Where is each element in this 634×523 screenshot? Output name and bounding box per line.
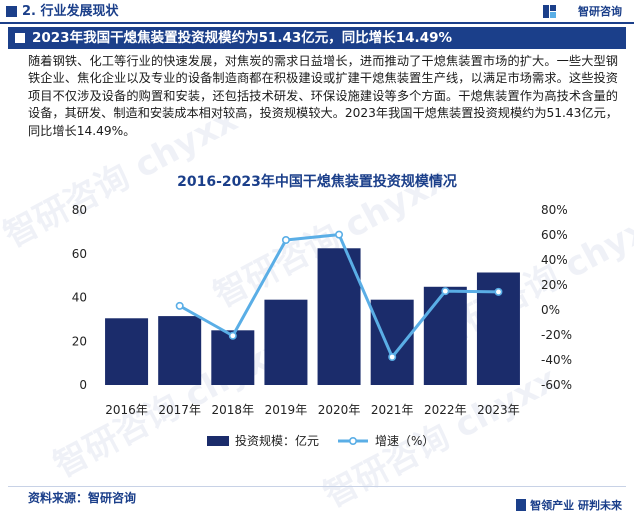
growth-point: [228, 331, 237, 340]
right-tick-label: -20%: [541, 328, 572, 342]
axes: 0 20 40 60 80 -60% -40% -20% 0% 20% 40% 60% 80% 2016年…: [72, 203, 572, 417]
left-tick-label: 20: [72, 334, 87, 348]
bar: [423, 286, 467, 385]
left-tick-label: 80: [72, 203, 87, 217]
x-tick-label: 2019年: [265, 403, 308, 417]
right-tick-label: -60%: [541, 378, 572, 392]
footer-logo-icon: [516, 499, 527, 511]
x-tick-label: 2016年: [105, 403, 148, 417]
growth-point: [494, 287, 503, 296]
right-tick-label: 40%: [541, 253, 568, 267]
legend-bar-label: 投资规模：亿元: [235, 433, 319, 448]
bar: [158, 316, 202, 385]
growth-point: [441, 287, 450, 296]
right-tick-label: -40%: [541, 353, 572, 367]
line-series: [175, 230, 503, 361]
bar-series: [105, 248, 520, 385]
x-tick-label: 2023年: [477, 403, 520, 417]
chart-title: 2016-2023年中国干熄焦装置投资规模情况: [177, 173, 457, 190]
footer-slogan: 智领产业 研判未来: [530, 499, 622, 512]
x-tick-label: 2022年: [424, 403, 467, 417]
header-divider: [0, 22, 634, 24]
growth-point: [388, 352, 397, 361]
bar: [105, 318, 149, 385]
section-title: 2. 行业发展现状: [22, 4, 119, 19]
legend-line-label: 增速（%）: [375, 434, 434, 448]
banner-title: 2023年我国干熄焦装置投资规模约为51.43亿元，同比增长14.49%: [32, 30, 453, 46]
growth-point: [281, 236, 290, 245]
legend: 投资规模：亿元 增速（%）: [207, 433, 434, 448]
x-tick-label: 2021年: [371, 403, 414, 417]
footer-divider: [8, 486, 626, 487]
x-tick-label: 2018年: [212, 403, 255, 417]
body-paragraph: 随着钢铁、化工等行业的快速发展，对焦炭的需求日益增长，进而推动了干熄焦装置市场的…: [28, 54, 618, 138]
brand-name: 智研咨询: [578, 5, 622, 18]
banner-marker-icon: [15, 33, 25, 43]
section-marker-icon: [6, 6, 17, 17]
left-tick-label: 60: [72, 247, 87, 261]
footer-brand: 智领产业 研判未来: [516, 497, 622, 513]
brand-logo-icon: [543, 5, 556, 18]
right-tick-label: 0%: [541, 303, 560, 317]
growth-point: [175, 301, 184, 310]
left-tick-label: 40: [72, 291, 87, 305]
left-tick-label: 0: [79, 378, 87, 392]
legend-bar-swatch: [207, 436, 229, 446]
data-source: 资料来源：智研咨询: [28, 491, 137, 505]
x-tick-label: 2020年: [318, 403, 361, 417]
right-tick-label: 60%: [541, 228, 568, 242]
growth-point: [335, 230, 344, 239]
headline-banner: 2023年我国干熄焦装置投资规模约为51.43亿元，同比增长14.49%: [8, 27, 626, 49]
legend-line-marker: [348, 436, 357, 445]
right-tick-label: 20%: [541, 278, 568, 292]
right-tick-label: 80%: [541, 203, 568, 217]
x-tick-label: 2017年: [158, 403, 201, 417]
bar: [264, 299, 308, 385]
top-header: 2. 行业发展现状 智研咨询: [0, 0, 634, 24]
bar: [370, 299, 414, 385]
